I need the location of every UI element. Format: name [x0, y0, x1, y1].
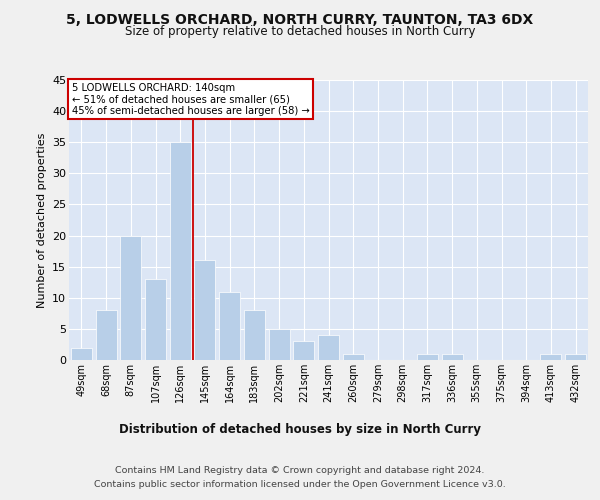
- Bar: [95, 310, 116, 360]
- Bar: [145, 279, 166, 360]
- Bar: [194, 260, 215, 360]
- Bar: [343, 354, 364, 360]
- Bar: [120, 236, 141, 360]
- Bar: [170, 142, 191, 360]
- Text: Contains HM Land Registry data © Crown copyright and database right 2024.: Contains HM Land Registry data © Crown c…: [115, 466, 485, 475]
- Bar: [442, 354, 463, 360]
- Bar: [293, 342, 314, 360]
- Text: 5, LODWELLS ORCHARD, NORTH CURRY, TAUNTON, TA3 6DX: 5, LODWELLS ORCHARD, NORTH CURRY, TAUNTO…: [67, 12, 533, 26]
- Text: Size of property relative to detached houses in North Curry: Size of property relative to detached ho…: [125, 25, 475, 38]
- Bar: [541, 354, 562, 360]
- Text: Contains public sector information licensed under the Open Government Licence v3: Contains public sector information licen…: [94, 480, 506, 489]
- Text: 5 LODWELLS ORCHARD: 140sqm
← 51% of detached houses are smaller (65)
45% of semi: 5 LODWELLS ORCHARD: 140sqm ← 51% of deta…: [71, 83, 310, 116]
- Bar: [269, 329, 290, 360]
- Bar: [565, 354, 586, 360]
- Bar: [244, 310, 265, 360]
- Bar: [417, 354, 438, 360]
- Y-axis label: Number of detached properties: Number of detached properties: [37, 132, 47, 308]
- Text: Distribution of detached houses by size in North Curry: Distribution of detached houses by size …: [119, 422, 481, 436]
- Bar: [71, 348, 92, 360]
- Bar: [219, 292, 240, 360]
- Bar: [318, 335, 339, 360]
